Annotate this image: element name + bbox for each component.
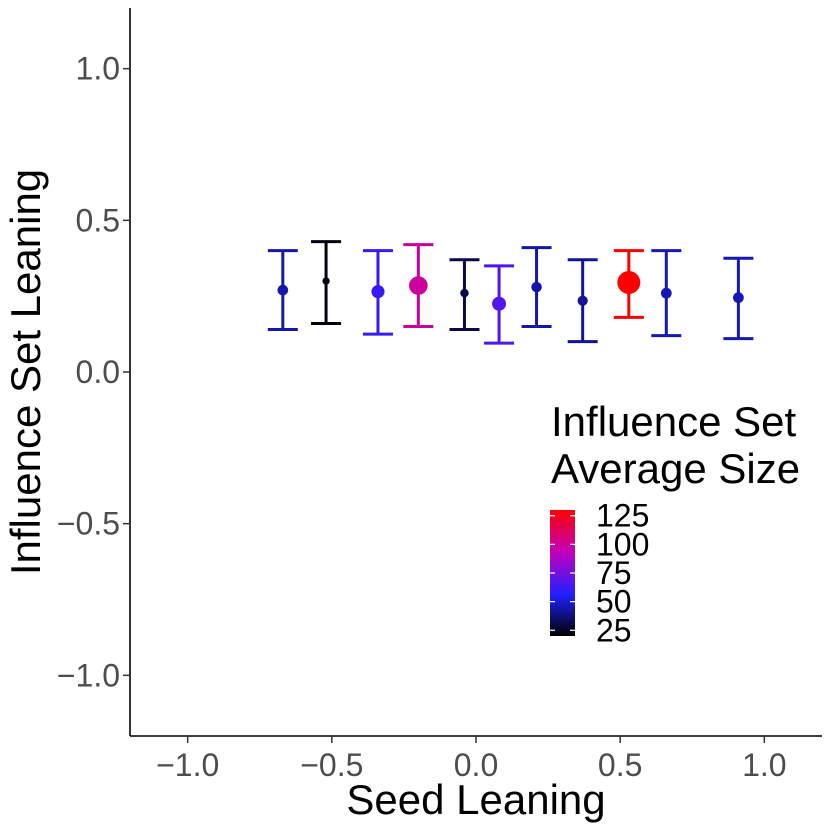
data-point (371, 285, 385, 299)
y-tick-label: −1.0 (57, 657, 120, 693)
y-axis-title: Influence Set Leaning (2, 169, 49, 575)
data-point (732, 292, 744, 304)
data-point (409, 276, 428, 295)
x-axis-ticks: −1.0 −0.5 0.0 0.5 1.0 (156, 736, 787, 783)
data-points (277, 271, 744, 311)
data-point (460, 288, 469, 298)
data-point (277, 284, 289, 296)
legend-break-label: 25 (596, 612, 632, 648)
legend-break-label: 50 (596, 584, 632, 620)
data-point (660, 287, 672, 299)
data-point (531, 281, 542, 293)
y-tick-label: 1.0 (76, 51, 120, 87)
legend-break-label: 100 (596, 526, 649, 562)
plot-panel: −1.0 −0.5 0.0 0.5 1.0 −1.0 −0.5 0.0 0.5 1.0 (57, 8, 822, 783)
error-bars (267, 240, 754, 345)
y-tick-label: 0.0 (76, 354, 120, 390)
x-tick-label: 0.0 (454, 747, 498, 783)
x-tick-label: 0.5 (598, 747, 642, 783)
legend-title-line-1: Influence Set (551, 398, 797, 445)
y-tick-label: −0.5 (57, 506, 120, 542)
x-tick-label: −1.0 (156, 747, 219, 783)
data-point (617, 271, 641, 295)
legend-break-label: 75 (596, 555, 632, 591)
x-axis-title: Seed Leaning (346, 776, 605, 823)
legend-break-label: 125 (596, 498, 649, 534)
legend-title-line-2: Average Size (551, 445, 800, 492)
x-tick-label: 1.0 (742, 747, 786, 783)
data-point (492, 296, 507, 311)
y-axis-ticks: −1.0 −0.5 0.0 0.5 1.0 (57, 51, 130, 693)
x-tick-label: −0.5 (300, 747, 363, 783)
data-point (577, 295, 588, 306)
y-tick-label: 0.5 (76, 202, 120, 238)
data-point (322, 277, 330, 285)
